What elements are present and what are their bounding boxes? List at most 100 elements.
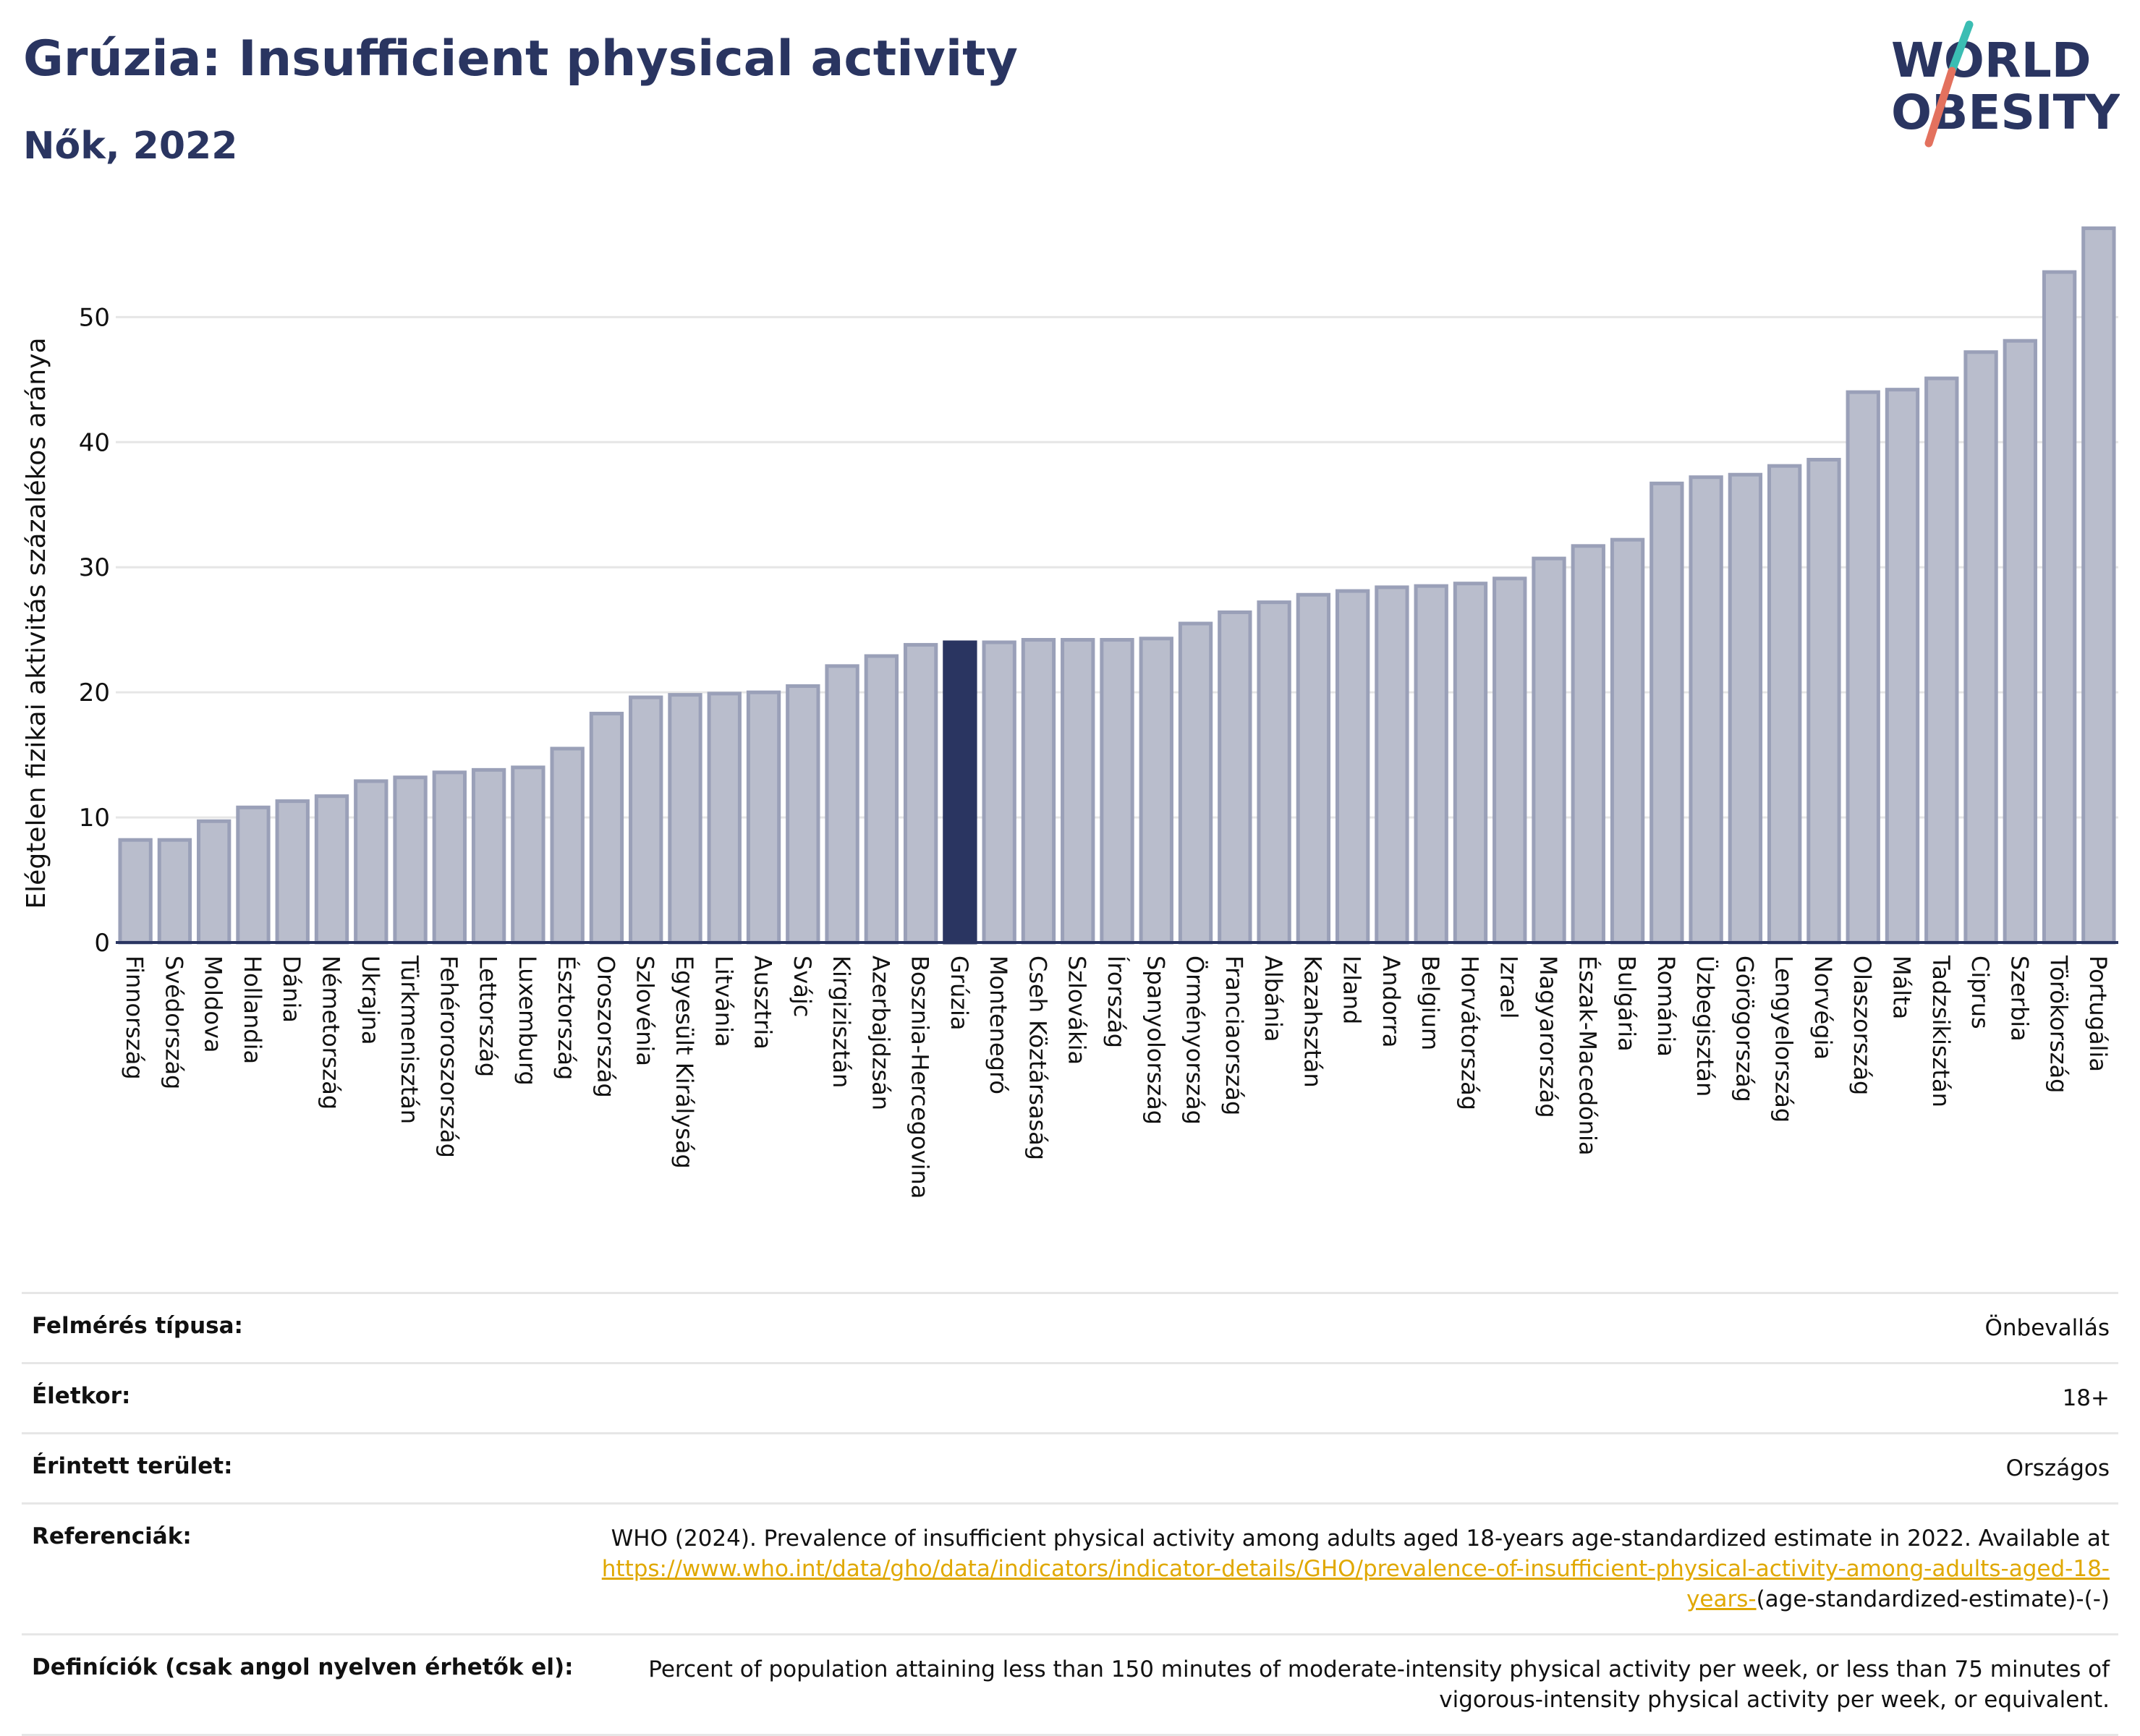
bar-Izrael (1493, 576, 1527, 945)
bar-Szerbia (2003, 339, 2037, 945)
bar-Szlovákia (1061, 638, 1095, 945)
y-tick-label: 40 (79, 428, 110, 457)
bar-Fehéroroszország (432, 770, 467, 945)
x-tick-label: Fehéroroszország (435, 956, 462, 1158)
references-link[interactable]: https://www.who.int/data/gho/data/indica… (601, 1556, 2110, 1612)
x-tick-label: Svédország (160, 956, 187, 1089)
bar-Portugália (2081, 226, 2116, 945)
meta-row-area: Érintett terület: Országos (22, 1432, 2118, 1502)
x-tick-label: Magyarország (1534, 956, 1562, 1118)
x-tick-label: Lengyelország (1770, 956, 1798, 1123)
bar-Izland (1335, 589, 1370, 945)
bar-Törökország (2042, 270, 2077, 945)
bar-Lengyelország (1767, 464, 1802, 945)
x-tick-label: Montenegró (985, 956, 1012, 1094)
bar-Spanyolország (1139, 637, 1173, 945)
bar-Svájc (786, 684, 820, 945)
x-tick-label: Ausztria (750, 956, 777, 1050)
x-tick-label: Azerbajdzsán (867, 956, 894, 1110)
bar-Lettország (471, 767, 506, 945)
x-tick-label: Oroszország (592, 956, 619, 1098)
x-tick-label: Örményország (1181, 956, 1209, 1125)
bar-Montenegró (982, 640, 1016, 945)
x-tick-label: Észak-Macedónia (1574, 956, 1601, 1156)
references-label: Referenciák: (32, 1523, 192, 1549)
bar-Franciaország (1218, 610, 1252, 945)
bar-Kirgizisztán (825, 664, 859, 945)
bar-Görögország (1728, 472, 1763, 945)
bar-Andorra (1375, 585, 1409, 945)
bar-Bosznia-Hercegovina (903, 642, 938, 945)
x-tick-label: Kirgizisztán (828, 956, 855, 1088)
y-axis-label: Elégtelen fizikai aktivitás százalékos a… (22, 337, 51, 909)
bar-Hollandia (236, 805, 271, 945)
x-tick-label: Málta (1888, 956, 1915, 1019)
y-tick-label: 20 (79, 678, 110, 707)
meta-row-references: Referenciák: WHO (2024). Prevalence of i… (22, 1502, 2118, 1633)
bar-Málta (1885, 388, 1920, 945)
bars (118, 226, 2116, 945)
x-tick-label: Szerbia (2005, 956, 2033, 1042)
x-tick-label: Ciprus (1966, 956, 1994, 1029)
bar-Cseh Köztársaság (1021, 638, 1056, 945)
bar-Olaszország (1846, 390, 1880, 945)
x-tick-label: Svájc (789, 956, 816, 1017)
x-tick-label: Bosznia-Hercegovina (906, 956, 934, 1199)
area-label: Érintett terület: (32, 1453, 233, 1479)
bar-Horvátország (1453, 582, 1488, 945)
world-obesity-logo: WORLD OBESITY (1891, 20, 2120, 148)
page-subtitle: Nők, 2022 (23, 124, 238, 168)
meta-row-age: Életkor: 18+ (22, 1362, 2118, 1432)
logo-line-1: WORLD (1891, 33, 2092, 88)
x-tick-label: Horvátország (1456, 956, 1483, 1110)
x-tick-label: Szlovénia (632, 956, 659, 1066)
bar-Örményország (1178, 621, 1213, 945)
x-tick-labels: Finnország Svédország Moldova Hollandia Dáni… (121, 955, 2112, 1199)
bar-Azerbajdzsán (864, 654, 899, 945)
bar-Belgium (1414, 584, 1448, 945)
x-tick-label: Üzbegisztán (1691, 956, 1719, 1097)
bar-Litvánia (707, 692, 742, 945)
y-tick-labels: 0 10 20 30 40 50 (79, 303, 110, 958)
bar-Luxemburg (511, 765, 545, 945)
y-tick-label: 50 (79, 303, 110, 332)
x-tick-label: Lettország (475, 956, 502, 1077)
bar-Türkmenisztán (393, 775, 428, 945)
bar-Észtország (550, 746, 585, 945)
meta-row-survey: Felmérés típusa: Önbevallás (22, 1292, 2118, 1362)
bar-Üzbegisztán (1689, 475, 1723, 945)
metadata-table: Felmérés típusa: Önbevallás Életkor: 18+… (22, 1292, 2118, 1736)
bar-Grúzia (943, 640, 977, 945)
x-tick-label: Észtország (553, 956, 580, 1080)
bar-Szlovénia (629, 695, 663, 945)
bar-Svédország (157, 838, 192, 945)
x-tick-label: Andorra (1377, 956, 1405, 1047)
x-tick-label: Ukrajna (357, 956, 384, 1045)
x-tick-label: Olaszország (1848, 956, 1876, 1095)
x-tick-label: Grúzia (946, 956, 973, 1031)
x-tick-label: Hollandia (239, 956, 266, 1064)
x-tick-label: Albánia (1260, 956, 1287, 1042)
age-value: 18+ (2062, 1385, 2110, 1411)
bar-Norvégia (1806, 457, 1841, 945)
definitions-value: Percent of population attaining less tha… (648, 1656, 2110, 1713)
x-tick-label: Egyesült Királyság (671, 956, 698, 1169)
bar-Finnország (118, 838, 153, 945)
x-tick-label: Finnország (121, 956, 148, 1080)
x-tick-label: Románia (1652, 956, 1680, 1057)
logo-slash-coral (1924, 67, 1956, 148)
x-tick-label: Bulgária (1613, 956, 1641, 1052)
x-tick-label: Görögország (1731, 956, 1758, 1102)
x-tick-label: Izland (1338, 956, 1366, 1024)
x-tick-label: Kazahsztán (1299, 956, 1326, 1088)
x-tick-label: Belgium (1417, 956, 1444, 1050)
x-tick-label: Írország (1103, 956, 1130, 1048)
x-tick-label: Moldova (200, 956, 227, 1053)
age-label: Életkor: (32, 1383, 131, 1409)
bar-Ukrajna (354, 779, 388, 945)
x-tick-label: Dánia (278, 956, 305, 1023)
bar-Bulgária (1610, 537, 1645, 945)
bar-Egyesült Királyság (668, 693, 702, 945)
logo-slash-teal (1948, 20, 1974, 75)
bar-Oroszország (589, 712, 624, 945)
